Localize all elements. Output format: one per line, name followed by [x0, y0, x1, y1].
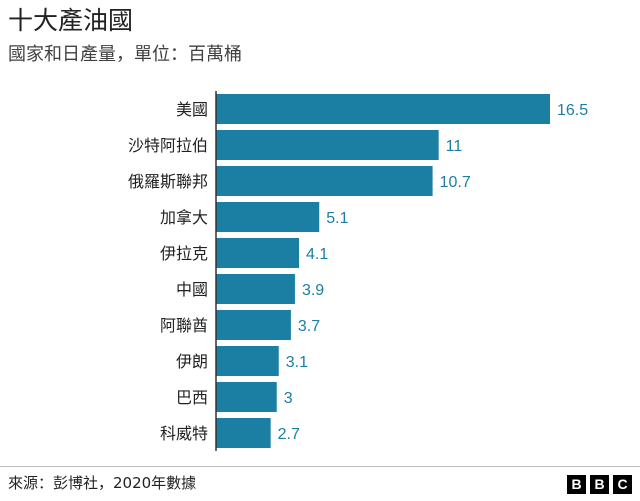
value-label: 11	[446, 138, 463, 155]
category-label: 中國	[176, 280, 208, 299]
source-note: 來源：彭博社，2020年數據	[8, 474, 197, 492]
value-label: 3.7	[298, 318, 320, 335]
bar	[216, 166, 433, 196]
value-label: 3.1	[286, 354, 308, 371]
bar	[216, 202, 320, 232]
bar	[216, 130, 439, 160]
chart-title: 十大產油國	[8, 6, 134, 35]
value-label: 10.7	[440, 174, 471, 191]
value-label: 5.1	[326, 210, 348, 227]
bar	[216, 274, 295, 304]
bar	[216, 310, 291, 340]
bbc-logo-letter: B	[590, 475, 609, 494]
chart-subtitle: 國家和日產量，單位：百萬桶	[8, 44, 242, 65]
bar	[216, 418, 271, 448]
value-label: 3.9	[302, 282, 324, 299]
bar	[216, 346, 279, 376]
value-label: 16.5	[557, 102, 588, 119]
bar	[216, 238, 299, 268]
value-label: 3	[284, 390, 293, 407]
category-label: 伊拉克	[160, 244, 208, 263]
bbc-logo-letter: B	[567, 475, 586, 494]
category-label: 俄羅斯聯邦	[128, 172, 208, 191]
value-label: 4.1	[306, 246, 328, 263]
bbc-logo: B B C	[567, 475, 632, 494]
bar	[216, 94, 550, 124]
value-label: 2.7	[278, 426, 300, 443]
bar	[216, 382, 277, 412]
category-label: 巴西	[176, 388, 208, 407]
bar-chart: 美國 16.5 沙特阿拉伯 11 俄羅斯聯邦 10.7 加拿大 5.1 伊拉克 4.1 中國 3.9 阿…	[128, 91, 588, 451]
category-label: 阿聯酋	[160, 316, 208, 335]
category-label: 美國	[176, 100, 208, 119]
footer-divider	[0, 466, 640, 467]
category-label: 伊朗	[176, 352, 208, 371]
bbc-logo-letter: C	[613, 475, 632, 494]
category-label: 沙特阿拉伯	[128, 136, 208, 155]
category-label: 科威特	[160, 424, 208, 443]
category-label: 加拿大	[160, 208, 208, 227]
